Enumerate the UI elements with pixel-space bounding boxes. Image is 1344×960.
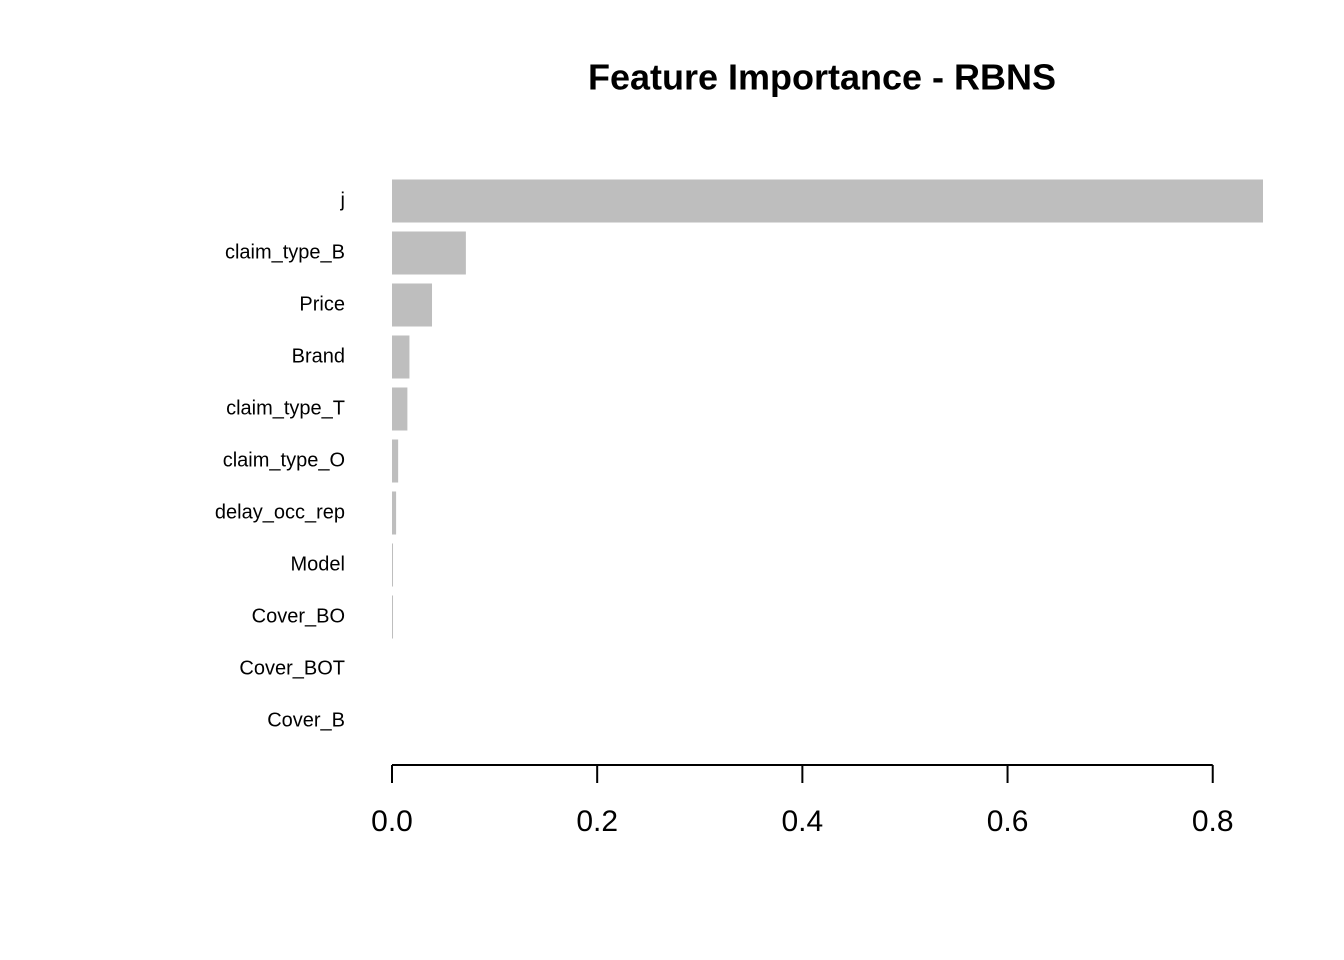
y-tick-label: j <box>340 189 345 211</box>
bar <box>392 283 433 327</box>
bar <box>392 387 408 431</box>
bar <box>392 491 397 535</box>
x-tick-label: 0.4 <box>782 805 824 838</box>
x-tick-label: 0.6 <box>987 805 1029 838</box>
chart-title: Feature Importance - RBNS <box>588 57 1056 98</box>
y-tick-label: claim_type_O <box>223 449 345 471</box>
x-tick-label: 0.2 <box>576 805 618 838</box>
y-tick-label: Cover_BOT <box>239 657 345 679</box>
y-tick-label: claim_type_T <box>226 397 345 419</box>
x-tick-label: 0.0 <box>371 805 413 838</box>
y-tick-label: Model <box>291 553 345 575</box>
bar <box>392 179 1263 223</box>
y-tick-label: delay_occ_rep <box>215 501 345 523</box>
y-tick-label: Price <box>299 293 345 315</box>
bar <box>392 543 394 587</box>
x-tick-label: 0.8 <box>1192 805 1234 838</box>
bar <box>392 335 410 379</box>
y-tick-label: Brand <box>292 345 345 367</box>
bar <box>392 439 399 483</box>
bar <box>392 595 394 639</box>
bar <box>392 231 466 275</box>
y-tick-label: claim_type_B <box>225 241 345 263</box>
y-tick-label: Cover_B <box>267 709 345 731</box>
y-tick-label: Cover_BO <box>252 605 345 627</box>
